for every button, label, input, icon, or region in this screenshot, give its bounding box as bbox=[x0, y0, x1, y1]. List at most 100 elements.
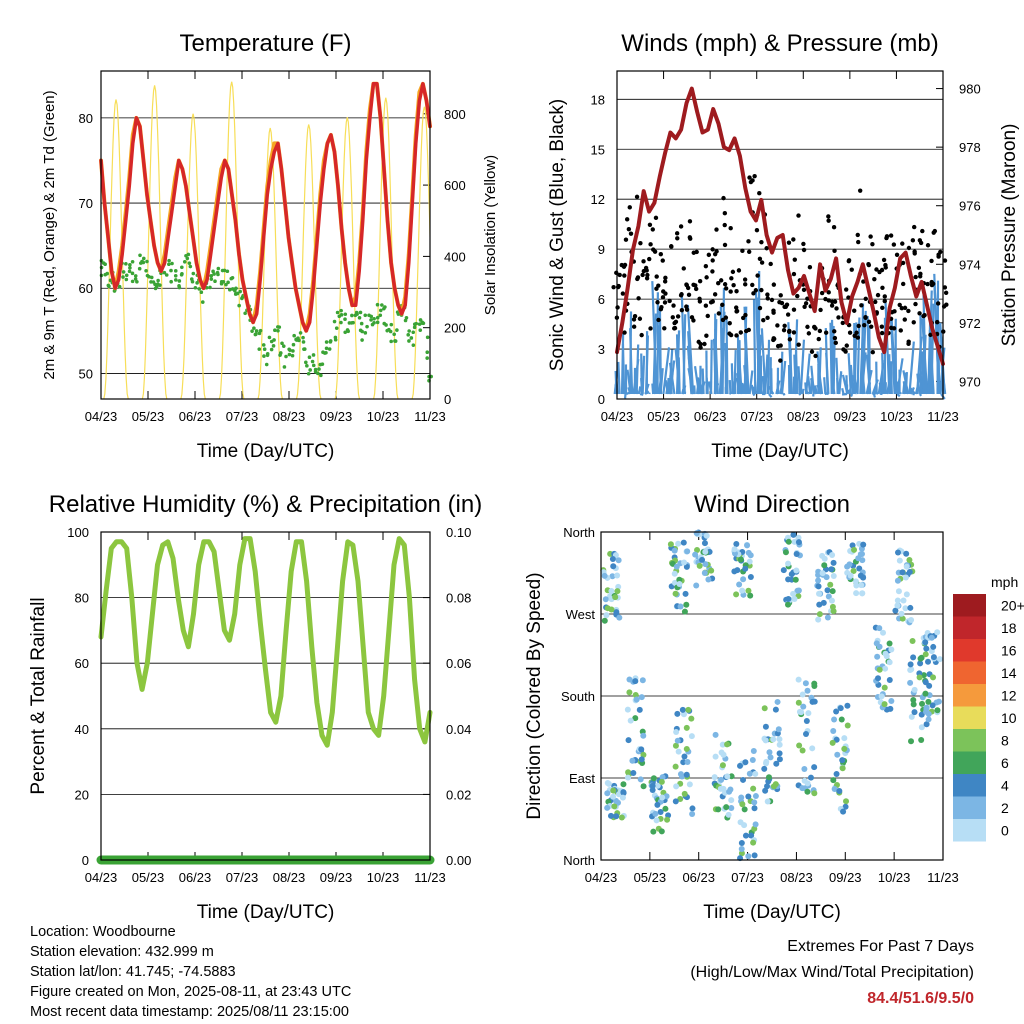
gust-point bbox=[705, 313, 710, 319]
gust-point bbox=[801, 287, 807, 293]
gust-point bbox=[899, 306, 905, 311]
dewpoint-point bbox=[351, 320, 355, 325]
dewpoint-point bbox=[170, 261, 174, 266]
gust-point bbox=[897, 302, 902, 308]
dewpoint-point bbox=[395, 328, 399, 332]
gust-point bbox=[627, 205, 632, 210]
direction-point bbox=[908, 738, 915, 745]
gust-point bbox=[935, 301, 941, 306]
gust-point bbox=[883, 265, 888, 270]
direction-point bbox=[674, 710, 681, 717]
direction-point bbox=[701, 540, 708, 547]
gust-point bbox=[791, 271, 797, 277]
gust-point bbox=[686, 292, 692, 298]
wind-mark bbox=[752, 393, 756, 397]
direction-point bbox=[898, 610, 905, 617]
dewpoint-point bbox=[406, 333, 411, 337]
direction-point bbox=[793, 550, 800, 557]
direction-point bbox=[693, 582, 700, 589]
dewpoint-point bbox=[343, 330, 348, 335]
wind-mark bbox=[793, 377, 798, 395]
dewpoint-point bbox=[393, 339, 397, 343]
gust-point bbox=[747, 175, 752, 180]
gust-point bbox=[928, 332, 933, 338]
gust-point bbox=[728, 332, 734, 338]
direction-point bbox=[803, 718, 810, 725]
direction-point bbox=[882, 665, 889, 672]
dewpoint-point bbox=[392, 332, 397, 337]
gust-point bbox=[736, 268, 742, 273]
y-tick-label: 0 bbox=[598, 392, 605, 407]
wind-mark bbox=[922, 295, 927, 395]
dewpoint-point bbox=[208, 285, 212, 290]
direction-point bbox=[604, 790, 611, 797]
dewpoint-point bbox=[151, 280, 156, 284]
x-tick-label: 07/23 bbox=[226, 870, 259, 885]
dewpoint-point bbox=[363, 313, 368, 318]
y2-tick-label: 976 bbox=[959, 199, 981, 214]
dewpoint-point bbox=[186, 252, 191, 257]
dewpoint-point bbox=[353, 313, 358, 318]
x-tick-label: 06/23 bbox=[682, 870, 715, 885]
gust-point bbox=[784, 302, 790, 307]
x-tick-label: 10/23 bbox=[367, 870, 400, 885]
y-tick-label: 15 bbox=[591, 142, 605, 157]
gust-point bbox=[653, 215, 659, 221]
wind-mark bbox=[830, 319, 834, 395]
plot-border bbox=[600, 531, 944, 861]
legend-swatch bbox=[953, 729, 986, 752]
direction-point bbox=[902, 574, 909, 581]
x-tick-label: 06/23 bbox=[179, 409, 212, 424]
x-tick-label: 08/23 bbox=[273, 409, 306, 424]
dewpoint-point bbox=[235, 291, 240, 296]
solar-day bbox=[295, 124, 322, 399]
direction-point bbox=[659, 794, 666, 801]
gust-point bbox=[714, 249, 719, 254]
gust-point bbox=[697, 299, 703, 304]
dewpoint-point bbox=[262, 354, 266, 358]
dewpoint-point bbox=[124, 262, 128, 266]
direction-point bbox=[649, 786, 656, 793]
gust-point bbox=[698, 341, 703, 347]
direction-point bbox=[799, 747, 806, 754]
dewpoint-point bbox=[297, 338, 301, 343]
dewpoint-point bbox=[284, 354, 288, 359]
gust-point bbox=[698, 345, 703, 350]
direction-point bbox=[827, 581, 834, 588]
dewpoint-point bbox=[128, 263, 132, 267]
direction-point bbox=[747, 574, 754, 581]
direction-point bbox=[930, 674, 937, 681]
x-tick-label: 08/23 bbox=[787, 409, 820, 424]
dewpoint-point bbox=[264, 362, 269, 367]
wind-mark bbox=[860, 303, 865, 395]
gust-point bbox=[775, 323, 780, 328]
dewpoint-point bbox=[276, 328, 280, 333]
direction-point bbox=[764, 798, 771, 805]
direction-point bbox=[718, 776, 725, 783]
gust-point bbox=[673, 319, 679, 325]
y-tick-label: 60 bbox=[75, 656, 89, 671]
direction-point bbox=[767, 754, 774, 761]
x-tick-label: 11/23 bbox=[414, 409, 446, 424]
direction-point bbox=[736, 581, 743, 588]
direction-point bbox=[748, 832, 755, 839]
gust-point bbox=[712, 292, 718, 297]
direction-point bbox=[620, 789, 627, 796]
gust-point bbox=[679, 292, 684, 297]
dewpoint-point bbox=[138, 253, 142, 258]
gust-point bbox=[787, 337, 793, 342]
dewpoint-point bbox=[261, 343, 266, 347]
gust-point bbox=[795, 293, 800, 299]
legend-label: 0 bbox=[1001, 822, 1009, 838]
wind-mark bbox=[768, 393, 773, 398]
dewpoint-point bbox=[179, 273, 184, 277]
direction-point bbox=[751, 799, 758, 806]
y-tick-label: North bbox=[563, 853, 595, 868]
direction-point bbox=[918, 737, 925, 744]
gust-point bbox=[832, 329, 837, 334]
direction-point bbox=[815, 572, 822, 579]
legend-swatch bbox=[953, 661, 986, 684]
dewpoint-point bbox=[425, 335, 430, 340]
gust-point bbox=[759, 239, 764, 245]
gust-point bbox=[812, 324, 817, 330]
